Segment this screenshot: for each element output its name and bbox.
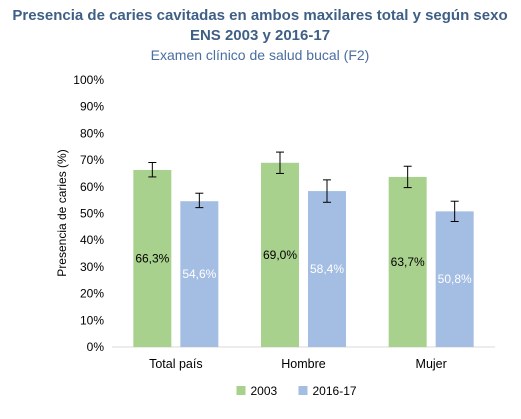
- y-tick-label: 50%: [80, 207, 104, 221]
- y-axis-label: Presencia de caries (%): [55, 149, 69, 276]
- data-label: 63,7%: [391, 255, 425, 269]
- data-label: 58,4%: [310, 262, 344, 276]
- legend: 2003 2016-17: [236, 384, 357, 398]
- data-label: 69,0%: [263, 248, 297, 262]
- y-tick-label: 70%: [80, 153, 104, 167]
- legend-label: 2003: [251, 384, 278, 398]
- data-label: 66,3%: [135, 251, 169, 265]
- y-tick-label: 0%: [87, 340, 105, 354]
- y-tick-label: 80%: [80, 126, 104, 140]
- plot-area: 0% 10% 20% 30% 40% 50% 60% 70% 80% 90% 100% 66,3% 54…: [73, 73, 495, 371]
- data-label: 50,8%: [438, 272, 472, 286]
- chart-title: Presencia de caries cavitadas en ambos m…: [12, 7, 507, 24]
- y-tick-label: 100%: [73, 73, 104, 87]
- y-tick-label: 10%: [80, 313, 104, 327]
- legend-swatch-2003: [236, 386, 246, 395]
- bar-2003: [133, 169, 172, 347]
- bar-2016-17: [435, 211, 474, 347]
- bar-2016-17: [180, 201, 219, 347]
- y-tick-label: 20%: [80, 287, 104, 301]
- legend-label: 2016-17: [313, 384, 357, 398]
- legend-swatch-2016-17: [298, 386, 308, 395]
- x-tick-label: Mujer: [416, 357, 447, 371]
- x-tick-label: Hombre: [281, 357, 326, 371]
- y-tick-label: 40%: [80, 233, 104, 247]
- y-tick-label: 60%: [80, 180, 104, 194]
- bar-2016-17: [308, 191, 346, 347]
- chart-subtitle: Examen clínico de salud bucal (F2): [151, 47, 370, 63]
- bar-2003: [261, 162, 299, 347]
- y-tick-label: 30%: [80, 260, 104, 274]
- x-tick-label: Total país: [149, 357, 203, 371]
- bar-2003: [388, 176, 427, 347]
- data-label: 54,6%: [182, 267, 216, 281]
- y-tick-label: 90%: [80, 100, 104, 114]
- chart-title-line2: ENS 2003 y 2016-17: [190, 27, 330, 44]
